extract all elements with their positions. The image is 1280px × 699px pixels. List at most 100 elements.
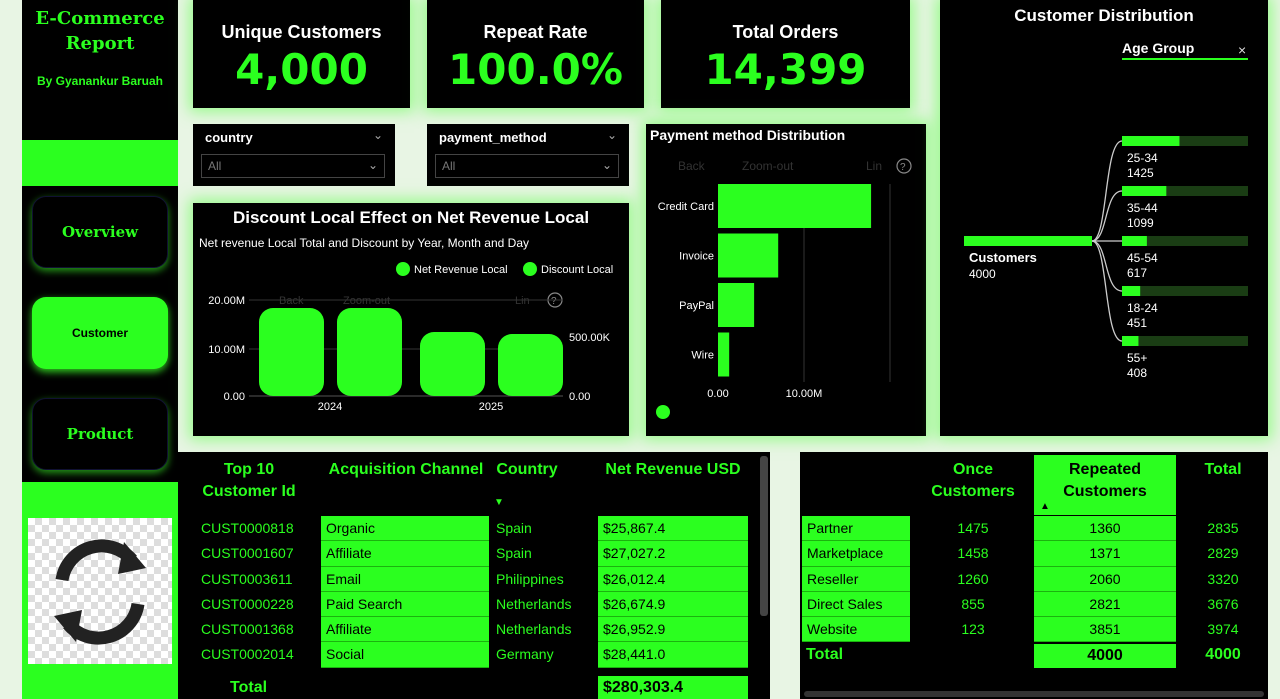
group-bar-track (1122, 286, 1248, 296)
root-bar[interactable] (964, 236, 1092, 246)
group-bar[interactable] (1122, 186, 1167, 196)
toolbar-zoom-out[interactable]: Zoom-out (742, 159, 794, 173)
table-cell: 3320 (1207, 570, 1239, 587)
discount-chart: Net Revenue Local Discount Local Back Zo… (208, 262, 613, 413)
table-cell: CUST0002014 (201, 646, 294, 663)
group-bar-track (1122, 236, 1248, 246)
col-header-once[interactable]: Once Customers (931, 461, 1015, 500)
group-value: 1425 (1127, 166, 1154, 180)
help-icon[interactable] (896, 158, 912, 174)
chevron-down-icon[interactable]: ⌄ (606, 128, 617, 142)
x-tick-label: 10.00M (786, 388, 823, 400)
group-label: 45-54 (1127, 251, 1158, 265)
table-cell: 2835 (1207, 520, 1239, 536)
table-cell: 3974 (1207, 621, 1239, 638)
toolbar-back[interactable]: Back (279, 295, 304, 307)
dropdown-value: All (208, 159, 222, 173)
kpi-repeat-rate: Repeat Rate 100.0% (427, 0, 644, 108)
table-cell: 3676 (1207, 595, 1239, 612)
payment-chart: Back Zoom-out Lin ? Credit Card Invoice Pa… (656, 158, 912, 419)
table-cell: Email (321, 566, 489, 592)
product-button[interactable]: Product (32, 398, 168, 470)
table-cell: Partner (802, 516, 910, 542)
group-bar-track (1122, 136, 1248, 146)
left-tick: 10.00M (208, 344, 245, 356)
bar-2024-b[interactable] (337, 308, 402, 396)
table-cell: Marketplace (802, 541, 910, 567)
kpi-value: 4,000 (235, 45, 368, 94)
bar-paypal[interactable] (718, 283, 755, 327)
table-cell: Netherlands (496, 621, 572, 638)
refresh-button[interactable] (28, 518, 172, 664)
table-cell: Affiliate (321, 617, 489, 643)
group-value: 408 (1127, 366, 1147, 380)
table-cell: $26,952.9 (598, 617, 748, 643)
distribution-field-selector[interactable]: Age Group (1122, 40, 1248, 60)
table-cell: 2821 (1034, 591, 1176, 618)
report-title-line2: Report (65, 33, 135, 54)
chevron-down-icon: ⌄ (601, 158, 612, 172)
customer-button[interactable]: Customer (32, 297, 168, 369)
col-header-customer-id[interactable]: Top 10 Customer Id (202, 461, 296, 500)
bar-2025-b[interactable] (498, 334, 563, 396)
table-cell: Germany (496, 646, 554, 663)
bar-2025-a[interactable] (420, 332, 485, 396)
col-channel: Partner Marketplace Reseller Direct Sales We… (802, 516, 910, 643)
table-cell: Spain (496, 545, 532, 562)
group-label: 55+ (1127, 351, 1147, 365)
toolbar-zoom-out[interactable]: Zoom-out (343, 295, 390, 307)
bar-2024-a[interactable] (259, 308, 324, 396)
close-icon[interactable]: × (1238, 42, 1247, 58)
table-cell: $27,027.2 (598, 541, 748, 567)
legend-discount: Discount Local (541, 264, 613, 276)
col-header-total[interactable]: Total (1204, 461, 1242, 478)
discount-chart-panel: Discount Local Effect on Net Revenue Loc… (193, 203, 629, 436)
horizontal-scrollbar[interactable] (804, 691, 1264, 697)
col-header-repeated-bg[interactable]: Repeated Customers ▲ (1034, 455, 1176, 515)
legend-swatch-net-revenue (396, 262, 410, 276)
group-bar[interactable] (1122, 336, 1139, 346)
group-bar-track (1122, 336, 1248, 346)
channel-table: Once Customers Repeated Customers ▲ Tota… (800, 452, 1268, 699)
group-bar[interactable] (1122, 286, 1141, 296)
overview-button[interactable]: Overview (32, 196, 168, 268)
col-header-acquisition[interactable]: Acquisition Channel (328, 461, 484, 478)
nav-panel: E-Commerce Report By Gyanankur Baruah Ov… (22, 0, 178, 699)
toolbar-back[interactable]: Back (678, 159, 706, 173)
group-bar[interactable] (1122, 136, 1180, 146)
category-label: PayPal (679, 300, 714, 312)
table-cell: 2829 (1207, 545, 1239, 562)
toolbar-lin[interactable]: Lin (515, 295, 530, 307)
kpi-unique-customers: Unique Customers 4,000 (193, 0, 410, 108)
col-country: Spain Spain Philippines Netherlands Netherla… (491, 516, 595, 668)
kpi-label: Repeat Rate (483, 22, 588, 42)
x-tick-year: 2025 (479, 401, 503, 413)
toolbar-lin[interactable]: Lin (866, 159, 882, 173)
chevron-down-icon[interactable]: ⌄ (372, 128, 383, 142)
payment-method-dropdown[interactable]: All ⌄ (435, 154, 619, 178)
table-cell: $25,867.4 (598, 516, 748, 542)
scrollbar[interactable] (760, 456, 768, 616)
table-cell: $26,012.4 (598, 566, 748, 592)
table-cell: CUST0000228 (201, 595, 294, 612)
sort-desc-icon[interactable]: ▼ (494, 497, 504, 508)
nav-accent-footer (22, 482, 178, 699)
category-label: Wire (691, 350, 714, 362)
group-label: 18-24 (1127, 301, 1158, 315)
distribution-title: Customer Distribution (1014, 6, 1194, 25)
slicer-label: payment_method (439, 130, 547, 145)
col-header-country[interactable]: Country (496, 461, 558, 478)
bar-wire[interactable] (718, 332, 730, 377)
legend-net-revenue: Net Revenue Local (414, 264, 508, 276)
bar-invoice[interactable] (718, 233, 779, 278)
col-header-net-revenue[interactable]: Net Revenue USD (605, 461, 741, 478)
bar-credit-card[interactable] (718, 184, 872, 228)
table-cell: 1360 (1034, 516, 1176, 542)
table-cell: $28,441.0 (598, 642, 748, 668)
group-bar[interactable] (1122, 236, 1147, 246)
x-tick-label: 0.00 (707, 388, 728, 400)
table-cell: 2060 (1034, 566, 1176, 592)
table-cell: Paid Search (321, 591, 489, 618)
country-dropdown[interactable]: All ⌄ (201, 154, 385, 178)
